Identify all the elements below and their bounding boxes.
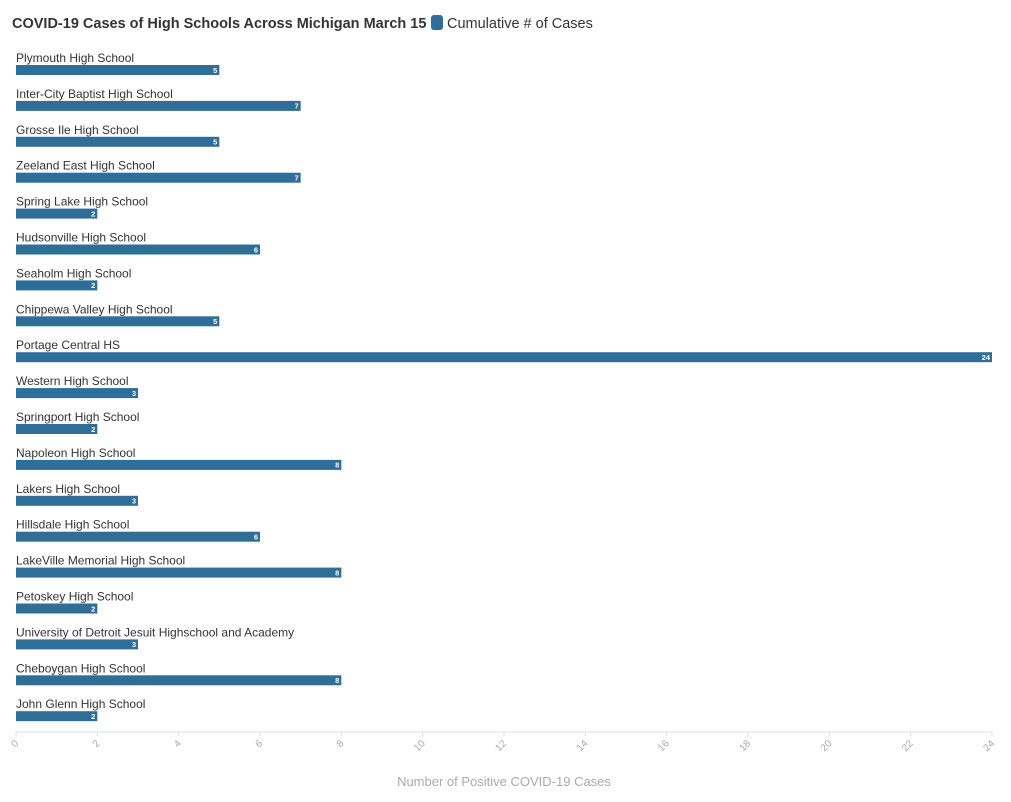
bar[interactable]: [16, 352, 992, 363]
bar-row[interactable]: Inter-City Baptist High School 7: [16, 87, 301, 111]
category-label: John Glenn High School: [16, 697, 145, 711]
category-label: Grosse Ile High School: [16, 123, 139, 137]
bar[interactable]: [16, 136, 220, 147]
bar[interactable]: [16, 208, 98, 219]
bar-row[interactable]: Grosse Ile High School 5: [16, 123, 220, 147]
data-label: 2: [91, 281, 95, 290]
category-label: Zeeland East High School: [16, 159, 155, 173]
category-label: LakeVille Memorial High School: [16, 554, 185, 568]
bar-row[interactable]: LakeVille Memorial High School 8: [16, 554, 342, 578]
data-label: 2: [91, 712, 95, 721]
chart-title: COVID-19 Cases of High Schools Across Mi…: [12, 16, 426, 32]
category-label: University of Detroit Jesuit Highschool …: [16, 625, 294, 639]
data-label: 7: [294, 102, 298, 111]
bar-row[interactable]: Napoleon High School 8: [16, 446, 342, 470]
legend-swatch: [431, 15, 443, 30]
data-label: 8: [335, 568, 339, 577]
data-label: 24: [982, 353, 991, 362]
bar-row[interactable]: Zeeland East High School 7: [16, 159, 301, 183]
data-label: 2: [91, 604, 95, 613]
x-tick-label: 10: [412, 738, 428, 754]
bar[interactable]: [16, 244, 260, 255]
bar[interactable]: [16, 100, 301, 111]
data-label: 5: [213, 138, 217, 147]
x-tick-label: 24: [981, 738, 997, 754]
bar-row[interactable]: Hillsdale High School 6: [16, 518, 260, 542]
category-label: Lakers High School: [16, 482, 120, 496]
x-tick-label: 6: [253, 738, 265, 750]
data-label: 3: [132, 389, 136, 398]
x-tick-label: 22: [900, 738, 916, 754]
bar[interactable]: [16, 531, 260, 542]
data-label: 5: [213, 66, 217, 75]
bar-row[interactable]: University of Detroit Jesuit Highschool …: [16, 625, 294, 650]
bar[interactable]: [16, 424, 98, 434]
x-tick-label: 18: [737, 738, 753, 754]
category-label: Napoleon High School: [16, 446, 135, 460]
bar-row[interactable]: Cheboygan High School 8: [16, 661, 342, 686]
x-tick-label: 4: [172, 738, 184, 750]
bar[interactable]: [16, 567, 342, 578]
x-tick-label: 0: [9, 738, 21, 750]
legend[interactable]: Cumulative # of Cases: [431, 15, 593, 32]
data-label: 7: [294, 174, 298, 183]
bar[interactable]: [16, 639, 138, 650]
category-label: Spring Lake High School: [16, 195, 148, 209]
bar[interactable]: [16, 65, 220, 75]
data-label: 6: [254, 533, 258, 542]
category-label: Hudsonville High School: [16, 231, 146, 245]
x-tick-label: 8: [335, 738, 347, 750]
bar-row[interactable]: Chippewa Valley High School 5: [16, 302, 220, 327]
data-label: 3: [132, 640, 136, 649]
bar-row[interactable]: Plymouth High School 5: [16, 51, 220, 75]
x-tick-label: 20: [819, 738, 835, 754]
data-label: 3: [132, 497, 136, 506]
bars-group: Plymouth High School 5 Inter-City Baptist …: [16, 51, 992, 722]
data-label: 5: [213, 317, 217, 326]
category-label: Chippewa Valley High School: [16, 302, 173, 316]
bar[interactable]: [16, 711, 98, 722]
bar[interactable]: [16, 172, 301, 183]
legend-label: Cumulative # of Cases: [447, 16, 593, 32]
x-tick-label: 14: [575, 738, 591, 754]
category-label: Hillsdale High School: [16, 518, 129, 532]
category-label: Plymouth High School: [16, 51, 134, 65]
x-tick-label: 16: [656, 738, 672, 754]
category-label: Cheboygan High School: [16, 661, 145, 675]
bar[interactable]: [16, 603, 98, 614]
category-label: Inter-City Baptist High School: [16, 87, 173, 101]
data-label: 8: [335, 676, 339, 685]
x-tick-label: 2: [91, 738, 103, 750]
x-axis-title: Number of Positive COVID-19 Cases: [397, 774, 611, 789]
bar[interactable]: [16, 388, 138, 399]
data-label: 6: [254, 245, 258, 254]
data-label: 2: [91, 209, 95, 218]
bar[interactable]: [16, 459, 342, 470]
x-tick-label: 12: [493, 738, 509, 754]
category-label: Seaholm High School: [16, 266, 131, 280]
category-label: Western High School: [16, 374, 129, 388]
bar[interactable]: [16, 495, 138, 506]
category-label: Springport High School: [16, 410, 139, 424]
bar-row[interactable]: Hudsonville High School 6: [16, 231, 260, 255]
data-label: 8: [335, 461, 339, 470]
bar[interactable]: [16, 316, 220, 327]
category-label: Petoskey High School: [16, 590, 133, 604]
data-label: 2: [91, 425, 95, 434]
x-axis: 0 2 4 6 8 10 12 14 16 18 20 22 24: [9, 731, 997, 754]
category-label: Portage Central HS: [16, 338, 120, 352]
bar[interactable]: [16, 675, 342, 686]
bar[interactable]: [16, 280, 98, 291]
bar-row[interactable]: Portage Central HS 24: [16, 338, 992, 363]
bar-row[interactable]: Lakers High School 3: [16, 482, 138, 506]
